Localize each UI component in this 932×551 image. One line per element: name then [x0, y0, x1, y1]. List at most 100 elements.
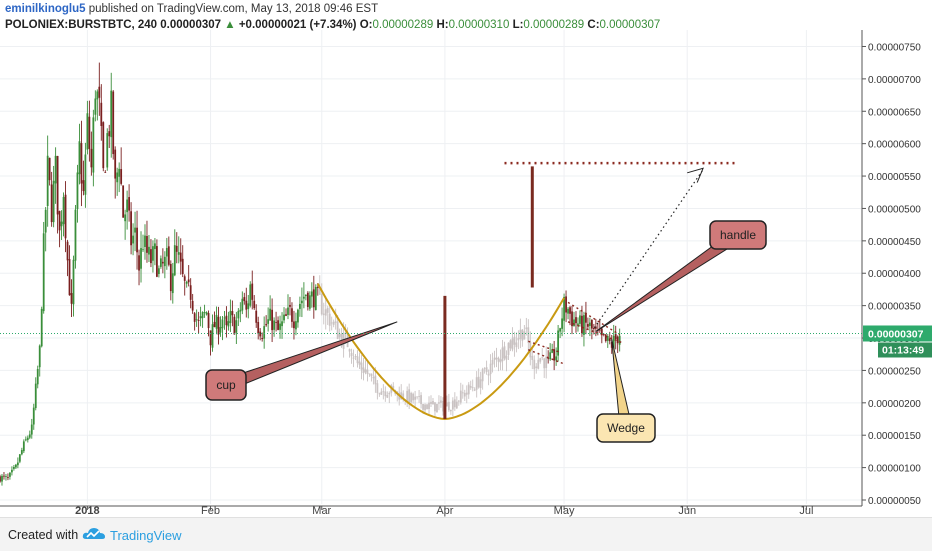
candle-body — [573, 319, 575, 327]
annotation-layer[interactable]: cup handle Wedge — [205, 161, 767, 443]
chart-grid — [0, 30, 862, 504]
candle-body — [467, 384, 470, 395]
candle-body — [392, 386, 395, 389]
wedge-upper-line — [567, 301, 621, 336]
y-tick-label: 0.00000150 — [868, 431, 921, 442]
candle-body — [239, 309, 242, 312]
candle-body — [380, 391, 383, 395]
candle-body — [610, 341, 613, 348]
candle-body — [48, 157, 51, 181]
chart-axes: 0.00000750 0.00000700 0.00000650 0.00000600… — [0, 30, 932, 517]
candle-body — [72, 259, 75, 305]
candle-body — [334, 321, 337, 323]
candle-body — [0, 476, 1, 482]
candle-body — [106, 133, 109, 168]
candle-body — [30, 424, 33, 435]
candle-body — [68, 259, 71, 296]
candle-body — [277, 320, 279, 330]
candle-body — [571, 311, 573, 327]
candle-body — [241, 298, 244, 311]
candle-body — [585, 312, 587, 323]
candle-body — [316, 287, 319, 288]
candle-body — [195, 319, 198, 321]
candle-body — [291, 308, 293, 322]
candle-body — [82, 180, 85, 192]
candle-body — [197, 319, 200, 321]
candle-body — [185, 281, 188, 284]
candle-body — [559, 328, 562, 332]
candle-body — [503, 346, 506, 359]
author-link[interactable]: eminilkinoglu5 — [5, 3, 86, 15]
candle-body — [326, 307, 329, 313]
candle-body — [64, 194, 67, 239]
candle-body — [388, 393, 391, 395]
low-value: 0.00000289 — [523, 19, 585, 31]
candle-body — [372, 377, 375, 379]
candle-body — [285, 314, 287, 316]
candle-body — [38, 345, 41, 368]
candle-body — [86, 113, 89, 150]
candle-body — [453, 399, 456, 408]
candle-body — [384, 391, 387, 397]
candle-body — [46, 155, 49, 207]
candle-body — [505, 355, 508, 360]
candle-body — [161, 261, 164, 264]
x-tick-label: 2018 — [75, 505, 99, 517]
candle-body — [177, 252, 180, 255]
candle-body — [297, 309, 299, 323]
candle-body — [606, 335, 609, 341]
candle-body — [525, 327, 528, 330]
candle-body — [13, 466, 15, 469]
candle-body — [104, 172, 107, 173]
candle-body — [543, 358, 546, 369]
x-tick-label: May — [554, 505, 575, 517]
high-value: 0.00000310 — [448, 19, 510, 31]
candle-body — [159, 258, 162, 267]
candle-body — [608, 338, 611, 342]
candle-body — [229, 310, 232, 324]
candle-body — [569, 307, 571, 314]
y-tick-label: 0.00000500 — [868, 204, 921, 215]
tradingview-brand-link[interactable]: TradingView — [110, 528, 182, 543]
candle-body — [114, 149, 117, 179]
candle-body — [84, 154, 87, 195]
candle-body — [18, 454, 21, 462]
candle-body — [459, 390, 462, 403]
candle-body — [579, 315, 581, 324]
candle-body — [9, 472, 11, 477]
high-label: H: — [436, 19, 449, 31]
candle-body — [118, 168, 121, 177]
cup-callout-label: cup — [216, 378, 236, 392]
candle-body — [527, 327, 530, 343]
candle-body — [366, 369, 369, 374]
candle-body — [567, 308, 569, 314]
candle-body — [148, 246, 150, 255]
candle-body — [314, 286, 317, 310]
candle-body — [354, 355, 357, 358]
created-with-text: Created with — [8, 528, 79, 542]
ohlc-line: POLONIEX:BURSTBTC, 240 0.00000307 ▲ +0.0… — [5, 19, 660, 31]
candle-body — [223, 317, 226, 319]
candle-body — [312, 289, 315, 308]
symbol-label[interactable]: POLONIEX:BURSTBTC, 240 — [5, 19, 158, 31]
candle-body — [152, 246, 154, 261]
candle-body — [440, 400, 442, 403]
candle-body — [273, 320, 275, 330]
candle-body — [251, 283, 254, 300]
candle-body — [561, 318, 563, 329]
candle-body — [213, 321, 216, 328]
candle-body — [507, 342, 510, 356]
candle-body — [32, 407, 35, 425]
candle-body — [410, 392, 413, 403]
candle-body — [430, 401, 432, 404]
candle-body — [96, 91, 99, 100]
open-value: 0.00000289 — [372, 19, 434, 31]
candle-body — [428, 402, 430, 409]
candle-body — [20, 450, 23, 455]
candle-body — [513, 336, 516, 345]
candle-body — [28, 434, 31, 438]
candle-body — [1, 475, 3, 482]
y-tick-label: 0.00000550 — [868, 172, 921, 183]
candle-body — [56, 155, 59, 215]
